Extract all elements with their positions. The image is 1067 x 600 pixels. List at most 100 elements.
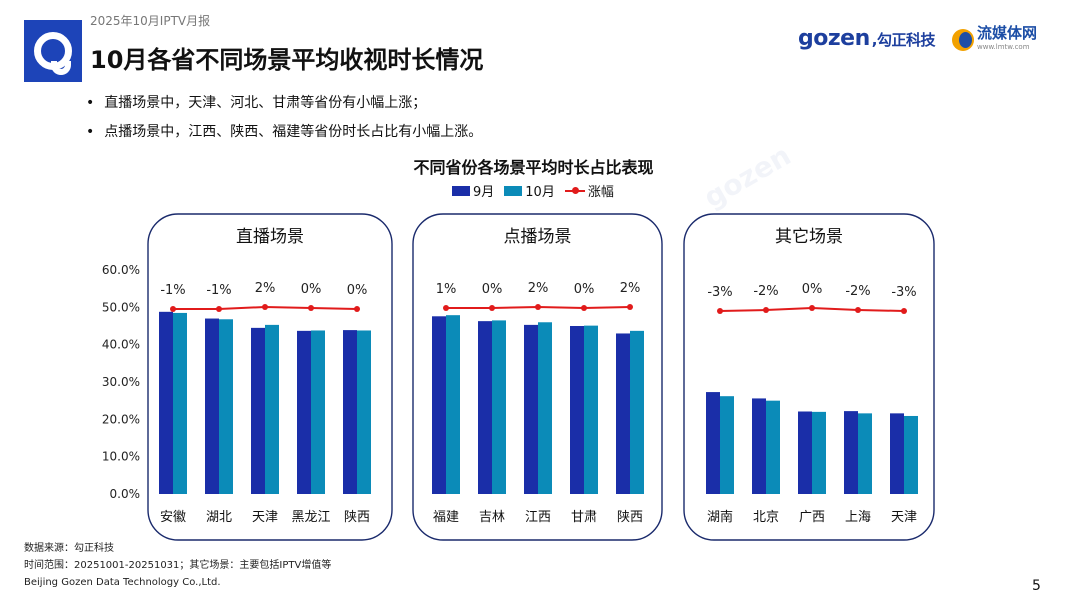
panel-frame — [147, 213, 393, 541]
change-point — [763, 307, 769, 313]
category-label: 湖北 — [206, 510, 232, 525]
bar-sep — [570, 326, 584, 494]
bar-oct — [538, 322, 552, 494]
change-point — [443, 305, 449, 311]
lmtw-mark-icon — [952, 29, 974, 51]
bar-oct — [446, 315, 460, 494]
bar-oct — [173, 312, 187, 494]
bar-oct — [904, 415, 918, 494]
page-number: 5 — [1032, 578, 1041, 594]
bar-oct — [812, 411, 826, 494]
bar-oct — [720, 396, 734, 494]
panel-title: 其它场景 — [775, 227, 843, 247]
change-label: -2% — [753, 284, 778, 299]
category-label: 甘肃 — [571, 510, 597, 525]
footer: 数据来源：勾正科技 时间范围：20251001-20251031；其它场景：主要… — [24, 540, 331, 591]
panel-frame — [412, 213, 663, 541]
legend-item-oct: 10月 — [504, 181, 555, 200]
bar-sep — [251, 327, 265, 494]
change-point — [489, 305, 495, 311]
y-tick-label: 50.0% — [102, 300, 140, 314]
y-tick-label: 40.0% — [102, 338, 140, 352]
category-label: 北京 — [753, 510, 779, 525]
bar-sep — [890, 413, 904, 494]
legend-item-change: 涨幅 — [564, 181, 614, 200]
category-label: 黑龙江 — [291, 510, 330, 525]
change-label: 2% — [528, 281, 549, 296]
category-label: 天津 — [891, 510, 917, 525]
change-label: 0% — [347, 283, 368, 298]
gozen-logo-icon — [24, 20, 82, 82]
change-point — [809, 305, 815, 311]
bar-sep — [752, 398, 766, 494]
chart-legend: 9月 10月 涨幅 — [452, 181, 624, 200]
bar-sep — [159, 311, 173, 494]
category-label: 安徽 — [160, 510, 186, 525]
panel-title: 点播场景 — [504, 227, 572, 247]
panel-frame — [683, 213, 935, 541]
bar-oct — [584, 325, 598, 494]
page-title: 10月各省不同场景平均收视时长情况 — [90, 46, 484, 74]
panel-title: 直播场景 — [236, 227, 304, 247]
change-point — [581, 305, 587, 311]
category-label: 福建 — [433, 510, 459, 525]
y-tick-label: 0.0% — [110, 487, 141, 501]
category-label: 江西 — [525, 510, 551, 525]
change-label: 2% — [620, 281, 641, 296]
legend-item-sep: 9月 — [452, 181, 494, 200]
change-point — [308, 305, 314, 311]
bar-sep — [205, 318, 219, 494]
bar-oct — [858, 413, 872, 494]
category-label: 湖南 — [707, 509, 733, 525]
footer-range: 时间范围：20251001-20251031；其它场景：主要包括IPTV增值等 — [24, 560, 332, 571]
change-label: 2% — [255, 281, 276, 296]
change-label: 1% — [436, 282, 457, 297]
bar-sep — [524, 324, 538, 494]
category-label: 陕西 — [617, 510, 643, 525]
gozen-brand-text: gozen — [798, 26, 870, 51]
legend-label-sep: 9月 — [473, 185, 495, 200]
bar-sep — [343, 330, 357, 494]
bar-oct — [265, 324, 279, 494]
category-label: 陕西 — [344, 510, 370, 525]
change-point — [354, 306, 360, 312]
change-point — [901, 308, 907, 314]
gozen-brand-cn: ,勾正科技 — [871, 31, 936, 49]
bullet-item: 直播场景中，天津、河北、甘肃等省份有小幅上涨； — [86, 92, 482, 112]
summary-bullets: 直播场景中，天津、河北、甘肃等省份有小幅上涨； 点播场景中，江西、陕西、福建等省… — [86, 92, 482, 150]
change-label: -3% — [891, 285, 916, 300]
bar-sep — [478, 321, 492, 494]
legend-label-oct: 10月 — [525, 185, 555, 200]
bar-sep — [706, 392, 720, 494]
category-label: 上海 — [845, 510, 871, 525]
y-tick-label: 30.0% — [102, 375, 140, 389]
change-label: -3% — [707, 285, 732, 300]
change-label: 0% — [802, 282, 823, 297]
bar-sep — [616, 333, 630, 494]
change-label: -1% — [160, 283, 185, 298]
change-label: 0% — [482, 282, 503, 297]
lmtw-brand-logo: 流媒体网 www.lmtw.com — [952, 26, 1037, 54]
chart-title: 不同省份各场景平均时长占比表现 — [413, 158, 654, 177]
change-label: -2% — [845, 284, 870, 299]
footer-source: 数据来源：勾正科技 — [24, 543, 114, 554]
change-point — [855, 307, 861, 313]
change-point — [535, 304, 541, 310]
bar-sep — [798, 411, 812, 494]
gozen-brand-logo: gozen ,勾正科技 — [798, 26, 935, 51]
bar-sep — [297, 330, 311, 494]
change-point — [717, 308, 723, 314]
bar-sep — [844, 411, 858, 494]
change-point — [262, 304, 268, 310]
footer-company: Beijing Gozen Data Technology Co.,Ltd. — [24, 577, 221, 588]
y-tick-label: 60.0% — [102, 263, 140, 277]
report-label: 2025年10月IPTV月报 — [90, 14, 211, 28]
y-tick-label: 20.0% — [102, 412, 140, 426]
category-label: 天津 — [252, 510, 278, 525]
category-label: 吉林 — [479, 510, 505, 525]
bar-oct — [492, 320, 506, 494]
category-label: 广西 — [799, 510, 825, 525]
lmtw-brand-url: www.lmtw.com — [977, 43, 1030, 51]
change-point — [170, 306, 176, 312]
